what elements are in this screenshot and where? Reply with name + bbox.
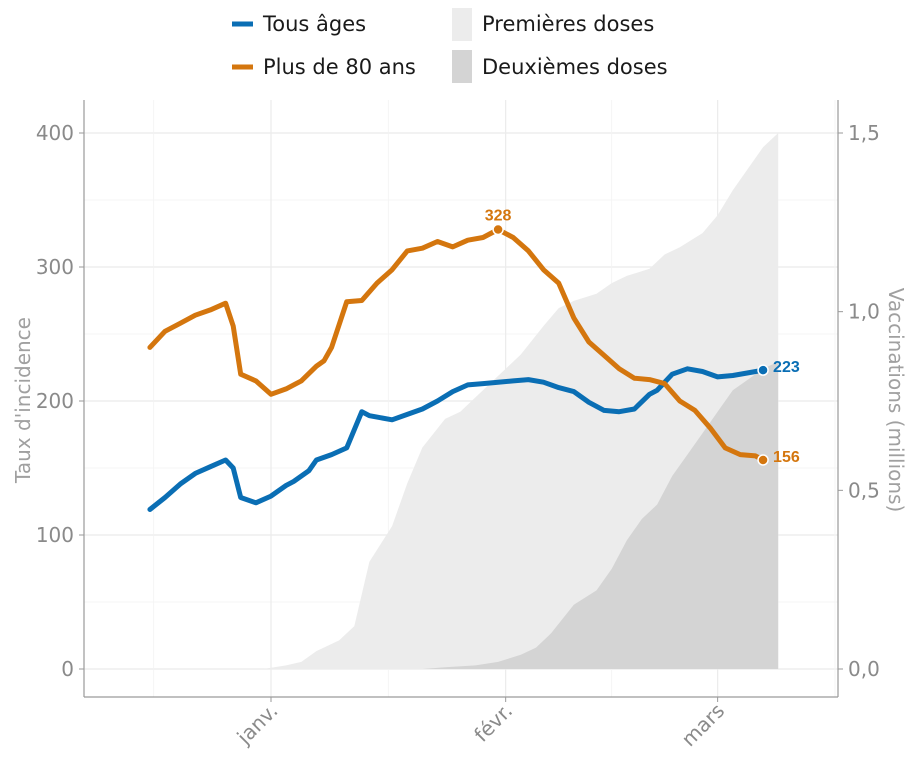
end-label-plus-80: 156 bbox=[773, 449, 800, 466]
legend-swatch-deuxiemes-doses bbox=[452, 50, 472, 83]
x-tick-label: mars bbox=[677, 699, 730, 752]
end-label-tous-ages: 223 bbox=[773, 359, 800, 376]
y-right-tick-label: 0,5 bbox=[848, 478, 880, 502]
y-axis-left-ticks: 0 100 200 300 400 bbox=[36, 121, 84, 681]
y-axis-right-title: Vaccinations (millions) bbox=[884, 288, 908, 513]
line-tous-ages bbox=[147, 366, 766, 512]
y-axis-right-ticks: 0,0 0,5 1,0 1,5 bbox=[838, 121, 880, 681]
legend-label-deuxiemes-doses: Deuxièmes doses bbox=[482, 55, 668, 79]
legend-swatch-premieres-doses bbox=[452, 8, 472, 41]
x-tick-label: févr. bbox=[469, 699, 517, 747]
legend-label-tous-ages: Tous âges bbox=[262, 12, 366, 36]
peak-label-plus-80: 328 bbox=[485, 207, 512, 224]
y-left-tick-label: 300 bbox=[36, 255, 74, 279]
data-labels: 223 156 328 bbox=[485, 207, 800, 465]
y-left-tick-label: 200 bbox=[36, 389, 74, 413]
end-point-plus-80 bbox=[757, 454, 769, 466]
y-left-tick-label: 400 bbox=[36, 121, 74, 145]
legend-label-plus-80: Plus de 80 ans bbox=[263, 55, 416, 79]
x-axis-ticks: janv. févr. mars bbox=[232, 697, 730, 752]
legend-label-premieres-doses: Premières doses bbox=[482, 12, 654, 36]
plot-frame bbox=[83, 100, 839, 698]
x-tick-label: janv. bbox=[232, 699, 283, 750]
line-series bbox=[147, 227, 766, 512]
y-right-tick-label: 1,5 bbox=[848, 121, 880, 145]
y-left-tick-label: 0 bbox=[61, 657, 74, 681]
y-axis-left-title: Taux d'incidence bbox=[11, 317, 35, 484]
peak-point-plus-80 bbox=[492, 223, 504, 236]
end-point-tous-ages bbox=[757, 364, 769, 376]
y-right-tick-label: 1,0 bbox=[848, 300, 880, 324]
y-right-tick-label: 0,0 bbox=[848, 657, 880, 681]
area-deuxiemes-doses bbox=[392, 361, 779, 669]
legend: Tous âges Plus de 80 ans Premières doses… bbox=[232, 8, 668, 83]
area-series bbox=[233, 133, 779, 669]
y-left-tick-label: 100 bbox=[36, 523, 74, 547]
line-plus-80 bbox=[147, 227, 766, 463]
